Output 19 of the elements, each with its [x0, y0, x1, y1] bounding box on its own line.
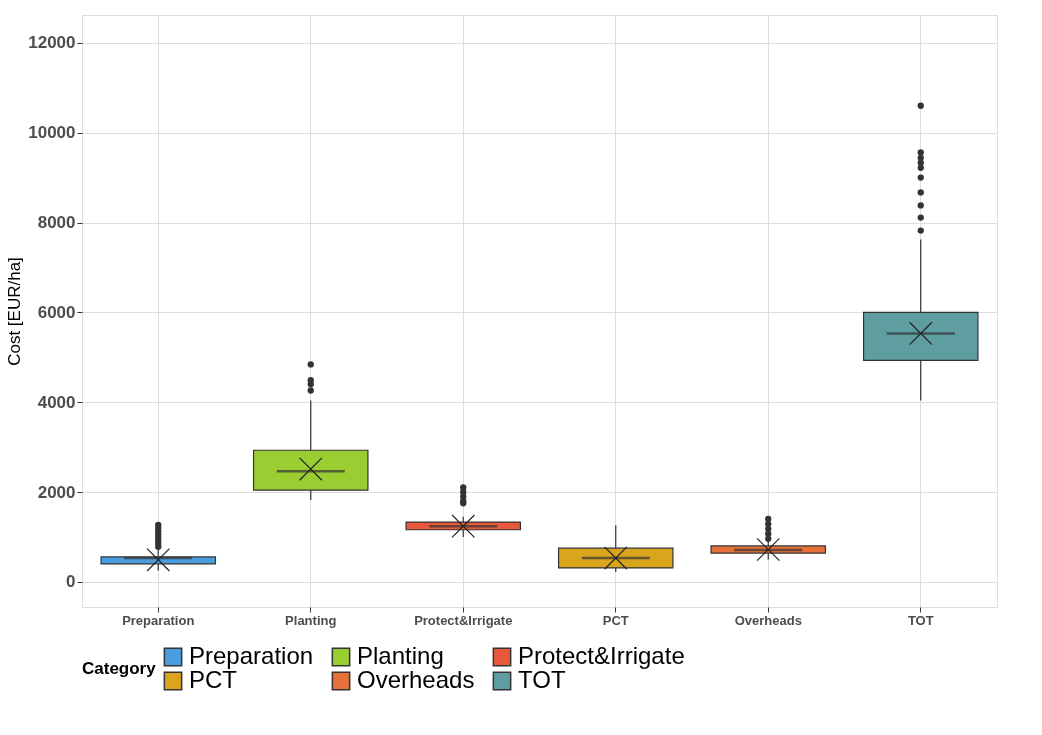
y-tick-label: 8000 [37, 213, 76, 233]
y-tick-label: 0 [66, 572, 76, 592]
x-tick-label: Protect&Irrigate [414, 612, 513, 628]
x-tick-label: Overheads [734, 612, 802, 628]
y-tick-label: 12000 [28, 33, 76, 53]
legend-label: Planting [357, 642, 444, 669]
legend-label: Preparation [189, 642, 314, 669]
x-tick-label: Planting [285, 612, 337, 628]
x-tick-label: PCT [602, 612, 629, 628]
x-tick-label: Preparation [122, 612, 195, 628]
y-tick-label: 4000 [37, 392, 76, 412]
x-tick-label: TOT [907, 612, 934, 628]
legend-label: Protect&Irrigate [518, 642, 685, 669]
y-tick-label: 6000 [37, 302, 76, 322]
legend-label: TOT [518, 666, 566, 693]
y-tick-label: 2000 [37, 482, 76, 502]
y-axis-title: Cost [EUR/ha] [5, 257, 25, 366]
legend-title: Category [82, 659, 157, 678]
y-tick-label: 10000 [28, 123, 76, 143]
